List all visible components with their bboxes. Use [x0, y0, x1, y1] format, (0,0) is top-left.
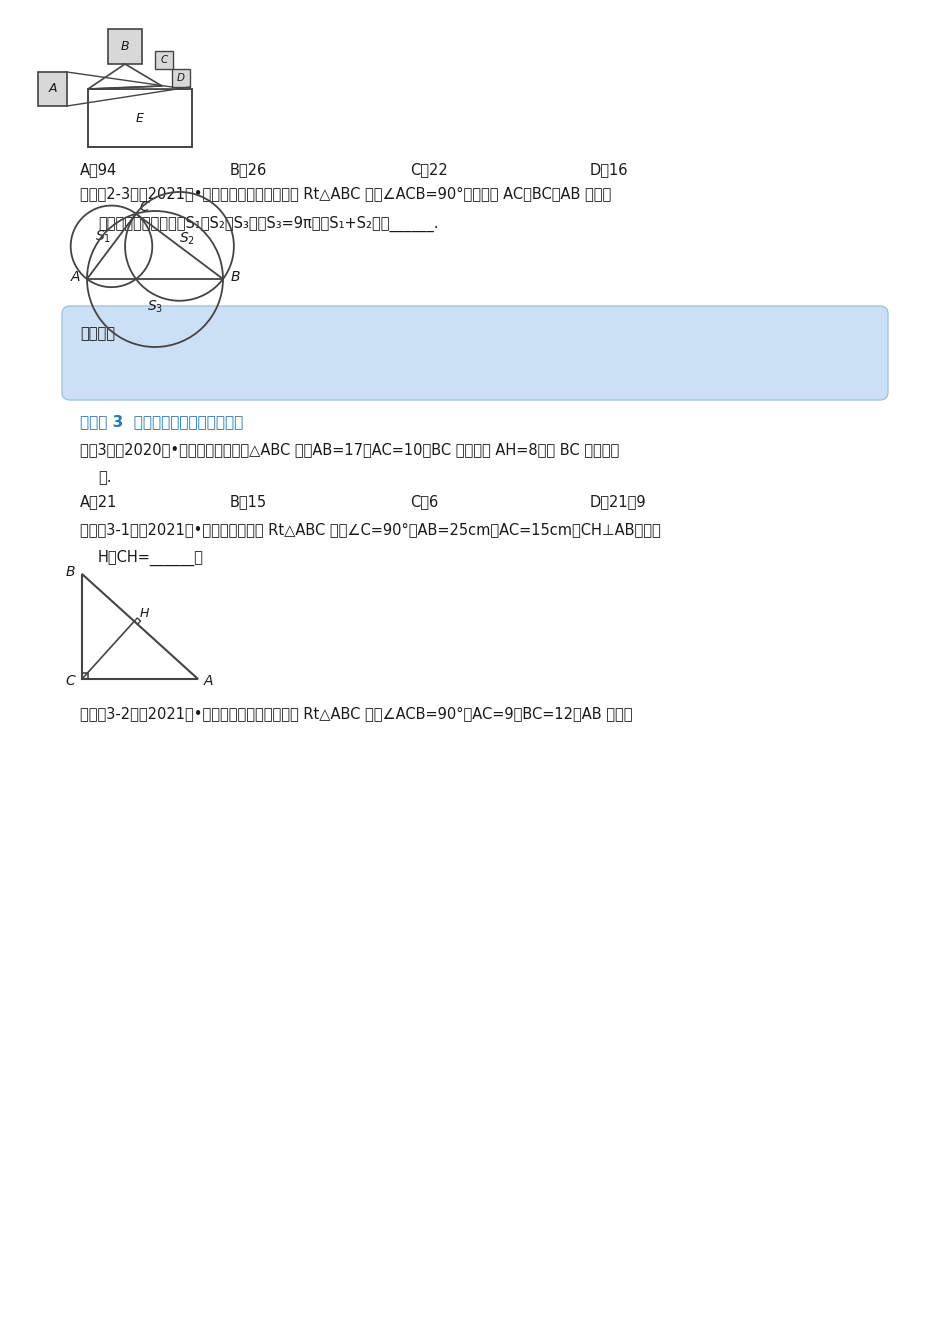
Text: B: B	[66, 564, 75, 579]
Polygon shape	[108, 30, 142, 65]
Text: 【总结】: 【总结】	[80, 327, 115, 341]
FancyBboxPatch shape	[62, 306, 888, 401]
Text: D．21或9: D．21或9	[590, 495, 647, 509]
Text: B．26: B．26	[230, 163, 267, 177]
Text: A．21: A．21	[80, 495, 118, 509]
Polygon shape	[155, 51, 173, 69]
Text: B: B	[230, 270, 239, 284]
Text: E: E	[136, 112, 144, 125]
Polygon shape	[88, 89, 192, 146]
Polygon shape	[82, 574, 198, 679]
Text: C．6: C．6	[410, 495, 438, 509]
Text: D．16: D．16	[590, 163, 629, 177]
Text: A: A	[70, 270, 80, 284]
Text: B．15: B．15	[230, 495, 267, 509]
Text: H: H	[140, 606, 149, 620]
Text: C: C	[139, 200, 149, 214]
Text: A．94: A．94	[80, 163, 117, 177]
Text: C．22: C．22	[410, 163, 447, 177]
Text: C: C	[161, 55, 167, 65]
Polygon shape	[172, 69, 190, 87]
Text: $S_3$: $S_3$	[147, 298, 163, 316]
Text: 作半圆，面积分别记为S₁，S₂，S₃，若S₃=9π，则S₁+S₂等于______.: 作半圆，面积分别记为S₁，S₂，S₃，若S₃=9π，则S₁+S₂等于______…	[98, 216, 439, 233]
Text: A: A	[48, 82, 57, 95]
Text: 【变式3-2】（2021春•天津期中）如图，已知在 Rt△ABC 中，∠ACB=90°，AC=9，BC=12，AB 的垂直: 【变式3-2】（2021春•天津期中）如图，已知在 Rt△ABC 中，∠ACB=…	[80, 706, 633, 720]
Text: 【变式2-3】（2021春•天津期中）如图，已知在 Rt△ABC 中，∠ACB=90°，分别以 AC，BC，AB 为直径: 【变式2-3】（2021春•天津期中）如图，已知在 Rt△ABC 中，∠ACB=…	[80, 185, 611, 202]
Text: $S_2$: $S_2$	[180, 230, 196, 246]
Text: 【题型 3  利用勾股定理求线段长度】: 【题型 3 利用勾股定理求线段长度】	[80, 414, 243, 429]
Polygon shape	[88, 65, 192, 89]
Text: A: A	[203, 673, 213, 688]
Text: C: C	[66, 673, 75, 688]
Text: H，CH=______．: H，CH=______．	[98, 550, 204, 566]
Text: $S_1$: $S_1$	[95, 228, 111, 245]
Polygon shape	[38, 73, 67, 106]
Text: ）.: ）.	[98, 470, 111, 485]
Text: 【例3】（2020秋•新吴区期中）已知△ABC 中，AB=17，AC=10，BC 边上的高 AH=8，则 BC 的长是（: 【例3】（2020秋•新吴区期中）已知△ABC 中，AB=17，AC=10，BC…	[80, 442, 619, 457]
Polygon shape	[88, 65, 162, 89]
Text: D: D	[177, 73, 185, 83]
Text: 【变式3-1】（2021春•庆云县月考）在 Rt△ABC 中，∠C=90°，AB=25cm，AC=15cm，CH⊥AB垂足为: 【变式3-1】（2021春•庆云县月考）在 Rt△ABC 中，∠C=90°，AB…	[80, 521, 661, 538]
Text: B: B	[121, 40, 129, 52]
